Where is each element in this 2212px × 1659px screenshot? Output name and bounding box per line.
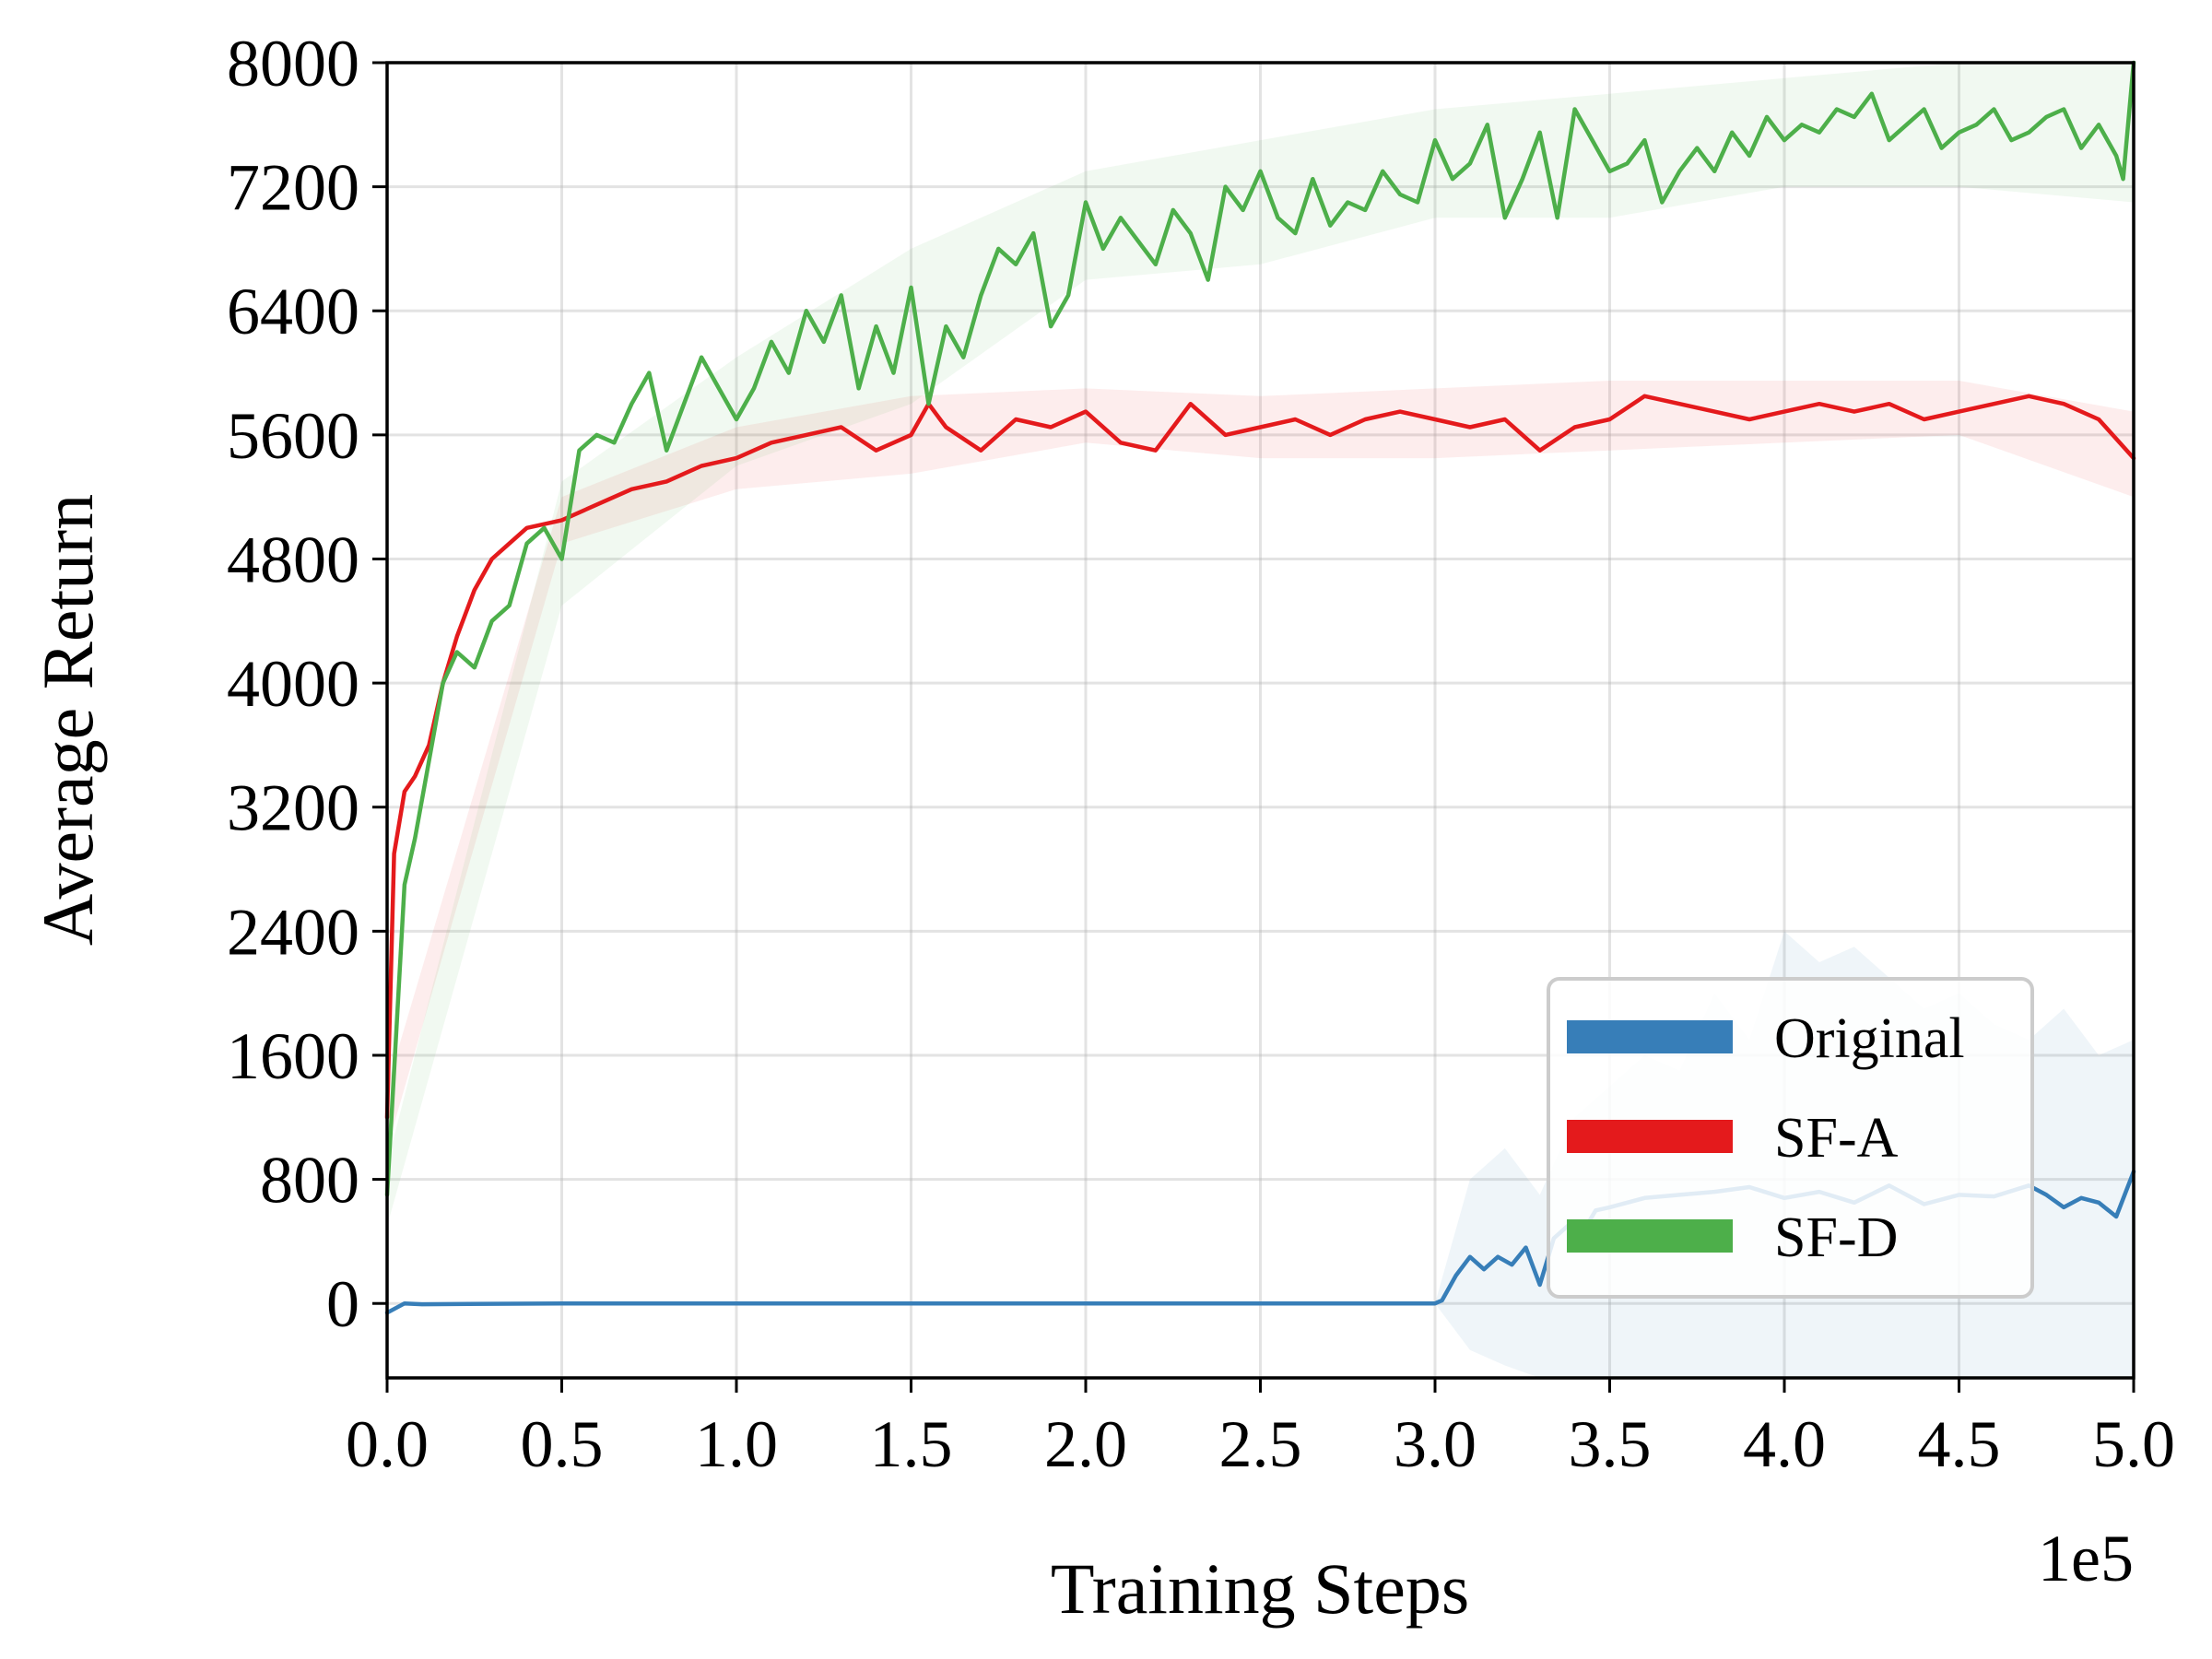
y-tick-label: 4000 [227,647,359,721]
y-tick-label: 1600 [227,1019,359,1093]
y-tick-label: 7200 [227,151,359,225]
x-tick-label: 1.0 [695,1407,778,1481]
x-tick-label: 2.5 [1219,1407,1302,1481]
x-tick-label: 0.0 [346,1407,429,1481]
legend-label: SF-D [1774,1206,1898,1269]
y-tick-label: 6400 [227,275,359,348]
x-tick-label: 4.0 [1743,1407,1826,1481]
x-tick-label: 0.5 [521,1407,604,1481]
y-tick-label: 5600 [227,399,359,473]
y-tick-label: 8000 [227,27,359,100]
legend-label: SF-A [1774,1107,1899,1170]
legend: Original SF-A SF-D [1547,977,2034,1299]
y-tick-label: 2400 [227,895,359,969]
y-tick-label: 4800 [227,523,359,596]
axis-ticks: 0.0 0.5 1.0 1.5 2.0 2.5 3.0 3.5 4.0 4.5 5.0 0 800 160… [227,27,2175,1481]
y-tick-label: 0 [326,1267,359,1341]
x-tick-label: 5.0 [2092,1407,2175,1481]
series-line-sf-a [384,394,2136,1120]
x-tick-label: 4.5 [1918,1407,2001,1481]
x-tick-label: 3.5 [1569,1407,1652,1481]
legend-box [1547,977,2034,1299]
y-axis-title: Average Return [28,494,108,946]
x-axis-title: Training Steps [1051,1548,1469,1629]
series-line-sf-d [384,60,2136,1197]
x-tick-label: 3.0 [1394,1407,1477,1481]
y-tick-label: 3200 [227,771,359,845]
series-band-sf-d [387,63,2134,1227]
x-tick-label: 1.5 [870,1407,953,1481]
x-axis-offset-label: 1e5 [2038,1522,2134,1595]
legend-label: Original [1774,1007,1965,1070]
y-tick-label: 800 [260,1144,359,1218]
x-tick-label: 2.0 [1044,1407,1127,1481]
